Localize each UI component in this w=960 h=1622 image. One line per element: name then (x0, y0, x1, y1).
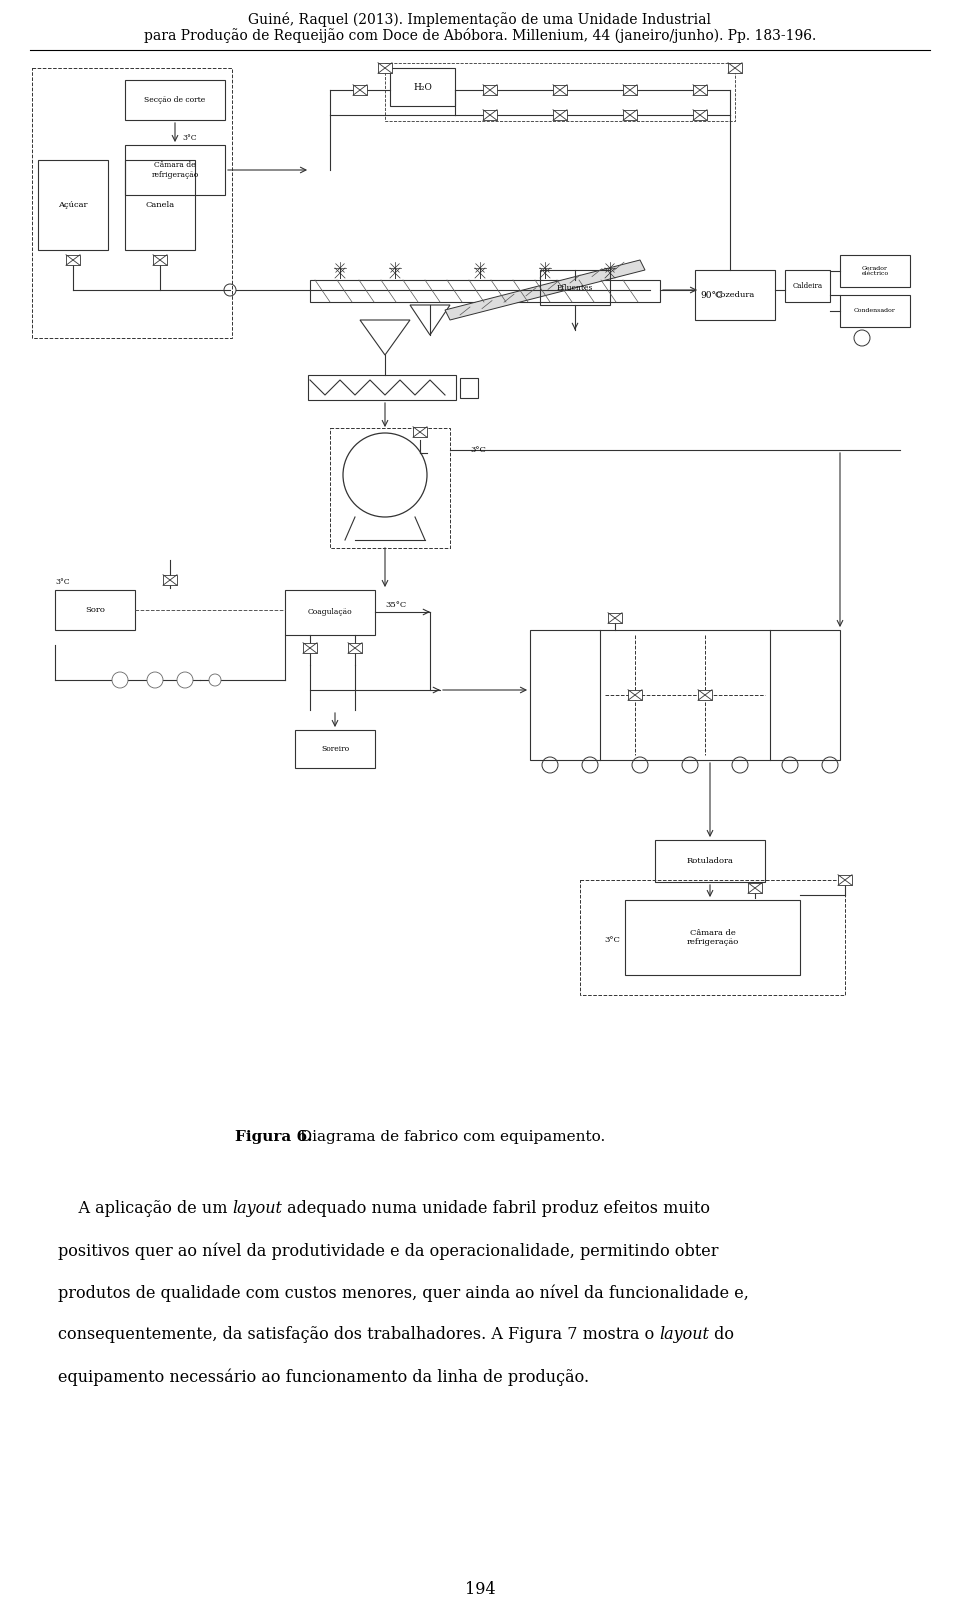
Text: Soro: Soro (85, 607, 105, 615)
Text: adequado numa unidade fabril produz efeitos muito: adequado numa unidade fabril produz efei… (282, 1200, 710, 1216)
Bar (483, 84, 497, 96)
Text: Coagulação: Coagulação (308, 608, 352, 616)
Bar (310, 281, 660, 302)
Text: layout: layout (660, 1327, 709, 1343)
Bar (695, 269, 775, 320)
Bar (625, 900, 800, 975)
Text: produtos de qualidade com custos menores, quer ainda ao nível da funcionalidade : produtos de qualidade com custos menores… (58, 1285, 749, 1301)
Bar (303, 642, 317, 654)
Text: Câmara de
refrigeração: Câmara de refrigeração (152, 162, 199, 178)
Polygon shape (445, 260, 645, 320)
Bar (125, 79, 225, 120)
Text: consequentemente, da satisfação dos trabalhadores. A Figura 7 mostra o: consequentemente, da satisfação dos trab… (58, 1327, 660, 1343)
Bar (748, 882, 762, 894)
Bar (553, 110, 567, 120)
Bar (413, 427, 427, 438)
Bar (378, 63, 392, 73)
Text: positivos quer ao nível da produtividade e da operacionalidade, permitindo obter: positivos quer ao nível da produtividade… (58, 1242, 718, 1260)
Circle shape (112, 672, 128, 688)
Bar (66, 255, 80, 266)
Bar (32, 68, 232, 337)
Text: Diagrama de fabrico com equipamento.: Diagrama de fabrico com equipamento. (295, 1131, 605, 1144)
Text: Efluentes: Efluentes (557, 284, 593, 292)
Text: Condensador: Condensador (854, 308, 896, 313)
Bar (785, 269, 830, 302)
Bar (698, 689, 712, 701)
Bar (655, 840, 765, 882)
Text: 3°C: 3°C (55, 577, 70, 586)
Text: equipamento necessário ao funcionamento da linha de produção.: equipamento necessário ao funcionamento … (58, 1367, 589, 1385)
Text: do: do (709, 1327, 734, 1343)
Bar (348, 642, 362, 654)
Text: Câmara de
refrigeração: Câmara de refrigeração (686, 929, 738, 946)
Text: Secção de corte: Secção de corte (144, 96, 205, 104)
Bar (385, 63, 735, 122)
Text: 3°C: 3°C (182, 135, 197, 143)
Bar (838, 874, 852, 886)
Circle shape (209, 675, 221, 686)
Circle shape (177, 672, 193, 688)
Text: layout: layout (232, 1200, 282, 1216)
Bar (330, 428, 450, 548)
Text: Cozedura: Cozedura (715, 290, 756, 298)
Bar (693, 110, 707, 120)
Bar (623, 84, 637, 96)
Text: Gerador
eléctrico: Gerador eléctrico (861, 266, 889, 276)
Text: 35°C: 35°C (385, 602, 406, 608)
Bar (628, 689, 642, 701)
Bar (285, 590, 375, 634)
Bar (553, 84, 567, 96)
Bar (38, 161, 108, 250)
Bar (125, 144, 225, 195)
Text: Caldeira: Caldeira (792, 282, 823, 290)
Text: 3°C: 3°C (604, 936, 620, 944)
Bar (483, 110, 497, 120)
Bar (530, 629, 840, 761)
Bar (840, 295, 910, 328)
Bar (163, 574, 177, 586)
Bar (390, 68, 455, 105)
Bar (308, 375, 456, 401)
Text: Guiné, Raquel (2013). Implementação de uma Unidade Industrial: Guiné, Raquel (2013). Implementação de u… (249, 11, 711, 28)
Text: Canela: Canela (145, 201, 175, 209)
Bar (540, 269, 610, 305)
Bar (693, 84, 707, 96)
Bar (608, 613, 622, 623)
Text: H₂O: H₂O (413, 83, 432, 91)
Bar (353, 84, 367, 96)
Text: Soreiro: Soreiro (321, 744, 349, 753)
Bar (840, 255, 910, 287)
Text: Figura 6.: Figura 6. (235, 1131, 313, 1144)
Bar (295, 730, 375, 767)
Bar (580, 881, 845, 994)
Text: A aplicação de um: A aplicação de um (58, 1200, 232, 1216)
Text: Açúcar: Açúcar (59, 201, 87, 209)
Text: Rotuladora: Rotuladora (686, 856, 733, 865)
Bar (55, 590, 135, 629)
Text: para Produção de Requeijão com Doce de Abóbora. Millenium, 44 (janeiro/junho). P: para Produção de Requeijão com Doce de A… (144, 28, 816, 44)
Text: 90°C: 90°C (700, 290, 723, 300)
Bar (153, 255, 167, 266)
Bar (728, 63, 742, 73)
Text: 3°C: 3°C (470, 446, 486, 454)
Bar (623, 110, 637, 120)
Bar (460, 378, 478, 397)
Bar (125, 161, 195, 250)
Circle shape (147, 672, 163, 688)
Text: 194: 194 (465, 1581, 495, 1599)
